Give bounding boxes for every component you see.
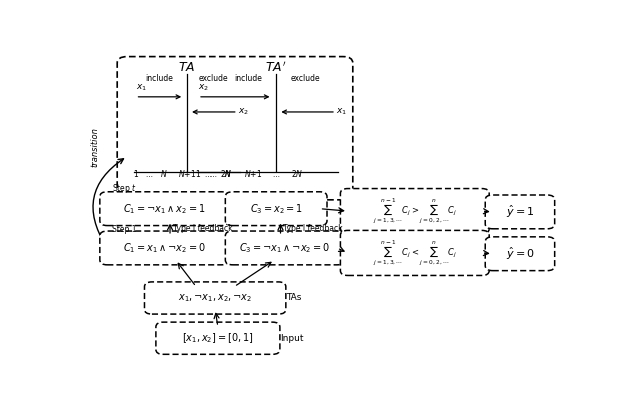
Text: exclude: exclude [199,74,228,83]
Text: TAs: TAs [286,293,301,303]
Text: $\hat{y} = 1$: $\hat{y} = 1$ [506,204,534,220]
Text: $TA$: $TA$ [178,61,195,74]
Text: transition: transition [90,127,99,167]
Text: $\hat{y} = 0$: $\hat{y} = 0$ [506,245,534,262]
FancyBboxPatch shape [145,282,286,314]
Text: exclude: exclude [291,74,321,83]
FancyBboxPatch shape [100,231,229,265]
Text: $x_1, \neg x_1, x_2, \neg x_2$: $x_1, \neg x_1, x_2, \neg x_2$ [178,292,252,304]
Text: Type I feedback: Type I feedback [173,224,232,233]
FancyBboxPatch shape [100,192,229,226]
FancyArrowPatch shape [93,159,124,246]
Text: $C_1 = \neg x_1 \wedge x_2 = 1$: $C_1 = \neg x_1 \wedge x_2 = 1$ [123,202,205,216]
Text: $\sum_{j=1,3,\cdots}^{n-1} C_j < \sum_{j=0,2,\cdots}^{n} C_j$: $\sum_{j=1,3,\cdots}^{n-1} C_j < \sum_{j… [372,238,457,268]
Text: $\cdots$: $\cdots$ [209,172,217,178]
Text: include: include [145,74,173,83]
Text: $C_3 = \neg x_1 \wedge \neg x_2 = 0$: $C_3 = \neg x_1 \wedge \neg x_2 = 0$ [239,241,330,255]
Text: $x_1$: $x_1$ [336,107,347,117]
Text: Step $t$: Step $t$ [112,182,137,195]
Text: Type I feedback: Type I feedback [283,224,342,233]
Text: $2N$: $2N$ [220,168,232,178]
Text: $N$: $N$ [224,168,232,178]
Text: $\cdots$: $\cdots$ [272,172,280,178]
Text: $C_1 = x_1 \wedge \neg x_2 = 0$: $C_1 = x_1 \wedge \neg x_2 = 0$ [123,241,205,255]
Text: $x_1$: $x_1$ [136,83,147,93]
FancyBboxPatch shape [225,231,344,265]
Text: $N{+}1$: $N{+}1$ [244,168,262,178]
Text: $TA'$: $TA'$ [265,61,287,75]
FancyBboxPatch shape [225,192,327,226]
Text: $\cdots$: $\cdots$ [145,172,154,178]
FancyBboxPatch shape [117,56,353,200]
Text: Step 1: Step 1 [112,225,137,234]
FancyBboxPatch shape [156,322,280,354]
FancyBboxPatch shape [340,230,489,275]
FancyBboxPatch shape [485,237,555,270]
Text: $N$: $N$ [159,168,167,178]
Text: $\sum_{j=1,3,\cdots}^{n-1} C_j > \sum_{j=0,2,\cdots}^{n} C_j$: $\sum_{j=1,3,\cdots}^{n-1} C_j > \sum_{j… [372,196,457,226]
Text: $2N$: $2N$ [291,168,303,178]
Text: $x_2$: $x_2$ [198,83,209,93]
Text: $1$: $1$ [195,168,201,178]
Text: $x_2$: $x_2$ [237,107,249,117]
FancyBboxPatch shape [340,189,489,234]
Text: Input: Input [280,334,303,343]
Text: include: include [235,74,262,83]
Text: $1$: $1$ [132,168,139,178]
Text: $N{+}1$: $N{+}1$ [177,168,196,178]
Text: $\cdots$: $\cdots$ [204,172,212,178]
FancyBboxPatch shape [485,195,555,229]
Text: $[x_1, x_2] = [0, 1]$: $[x_1, x_2] = [0, 1]$ [182,331,253,345]
Text: $C_3 = x_2 = 1$: $C_3 = x_2 = 1$ [250,202,303,216]
